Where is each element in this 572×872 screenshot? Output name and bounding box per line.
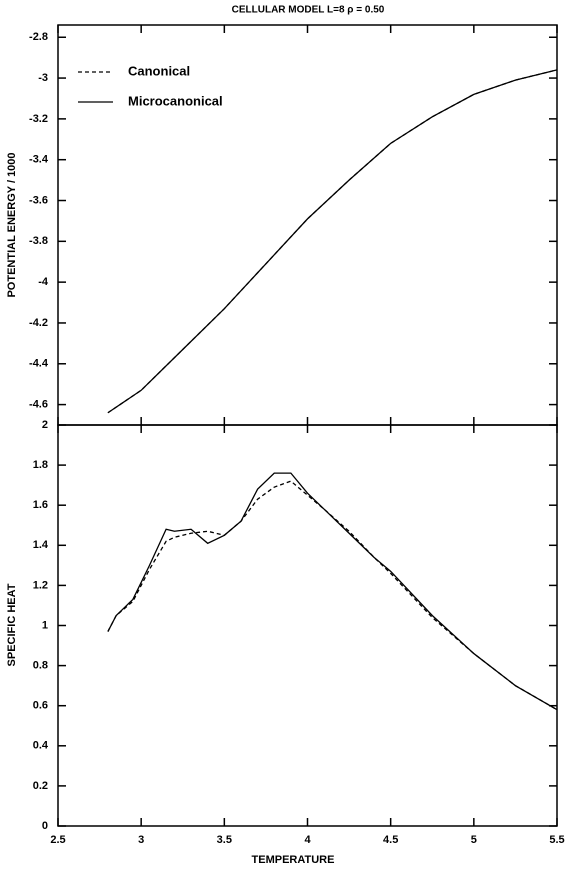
y-tick-label: 1	[42, 619, 48, 631]
y-tick-label: 0.8	[33, 660, 48, 672]
legend-label: Microcanonical	[128, 93, 223, 108]
y-tick-label: -3.4	[29, 154, 49, 166]
y-tick-label: 1.6	[33, 499, 48, 511]
line	[107, 472, 558, 711]
line	[107, 480, 558, 711]
y-tick-label: -3.2	[29, 113, 48, 125]
chart-title: CELLULAR MODEL L=8 ρ = 0.50	[232, 5, 385, 16]
plot-frame	[57, 24, 558, 426]
y-tick-label: -4	[38, 276, 49, 288]
x-axis-label: TEMPERATURE	[252, 854, 335, 866]
line	[107, 69, 558, 414]
y-tick-label: -4.4	[29, 358, 49, 370]
y-axis-label: POTENTIAL ENERGY / 1000	[6, 152, 18, 297]
x-tick-label: 4	[304, 834, 311, 846]
legend-label: Canonical	[128, 63, 190, 78]
x-tick-label: 5	[471, 834, 477, 846]
y-tick-label: 1.4	[33, 539, 49, 551]
y-tick-label: 1.2	[33, 579, 48, 591]
y-tick-label: -4.2	[29, 317, 48, 329]
y-tick-label: -3.8	[29, 235, 48, 247]
y-tick-label: -4.6	[29, 398, 48, 410]
x-tick-label: 3	[138, 834, 144, 846]
y-tick-label: 0.2	[33, 780, 48, 792]
line	[107, 69, 558, 414]
y-tick-label: 1.8	[33, 459, 48, 471]
plot-frame	[57, 424, 558, 827]
x-tick-label: 5.5	[549, 834, 564, 846]
x-tick-label: 2.5	[50, 834, 65, 846]
y-tick-label: 2	[42, 419, 48, 431]
y-tick-label: 0	[42, 820, 48, 832]
y-tick-label: -3.6	[29, 194, 48, 206]
y-tick-label: 0.4	[33, 740, 49, 752]
x-tick-label: 3.5	[217, 834, 232, 846]
x-tick-label: 4.5	[383, 834, 398, 846]
y-tick-label: -2.8	[29, 31, 48, 43]
y-tick-label: -3	[38, 72, 48, 84]
y-axis-label: SPECIFIC HEAT	[6, 583, 18, 666]
y-tick-label: 0.6	[33, 700, 48, 712]
